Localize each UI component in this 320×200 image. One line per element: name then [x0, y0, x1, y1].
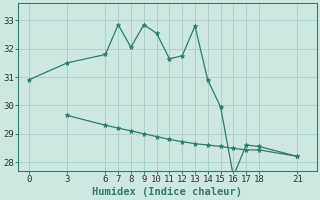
X-axis label: Humidex (Indice chaleur): Humidex (Indice chaleur) — [92, 186, 243, 197]
